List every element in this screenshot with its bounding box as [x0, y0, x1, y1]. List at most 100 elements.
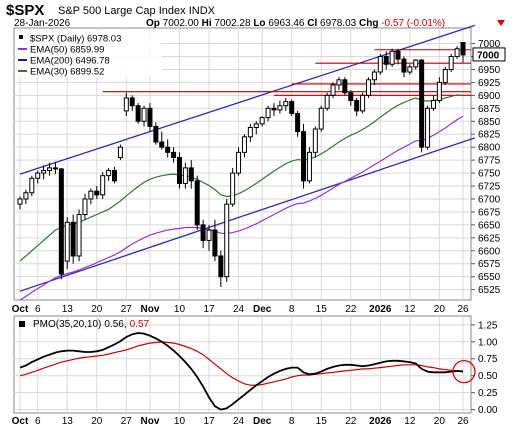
down-arrow-icon: [497, 20, 505, 26]
price-y-tick-label: 6900: [478, 91, 501, 102]
price-y-tick-label: 6775: [478, 156, 501, 167]
candle: [100, 172, 106, 199]
candle-body-up: [306, 151, 312, 182]
candle-body-down: [194, 180, 200, 226]
price-y-tick-label: 6725: [478, 182, 501, 193]
candle-body-up: [236, 151, 242, 174]
last-value-box: [472, 47, 506, 62]
candle: [194, 175, 200, 231]
candle-body-down: [383, 55, 389, 65]
candle-body-down: [159, 141, 165, 148]
price-y-tick-label: 6650: [478, 220, 501, 231]
candle-body-up: [41, 169, 47, 174]
price-x-tick-label: 2026: [369, 304, 392, 315]
pmo-x-tick-label: 6: [35, 416, 41, 427]
pmo-x-tick-label: 8: [289, 416, 295, 427]
pmo-x-tick-label: 12: [404, 416, 416, 427]
price-x-tick-label: 17: [203, 304, 215, 315]
candle: [47, 162, 53, 176]
price-x-tick-label: 6: [35, 304, 41, 315]
candle: [230, 167, 236, 207]
open-label: Op: [146, 18, 160, 29]
candle-body-up: [389, 50, 395, 65]
legend-entry: EMA(200) 6496.78: [30, 56, 110, 67]
legend-entry: $SPX (Daily) 6978.03: [30, 34, 121, 45]
candle: [354, 97, 360, 117]
low-value: 6963.46: [268, 18, 305, 29]
index-name: S&P 500 Large Cap Index INDX: [58, 5, 215, 17]
pmo-legend-marker: [19, 321, 25, 327]
pmo-highlight-circle: [452, 359, 476, 384]
candle: [17, 196, 23, 210]
candle: [218, 250, 224, 288]
candle-body-up: [224, 203, 230, 278]
candle: [407, 64, 413, 75]
candle-body-up: [35, 172, 41, 179]
price-x-tick-label: 20: [91, 304, 103, 315]
price-y-tick-label: 6800: [478, 143, 501, 154]
candle-body-up: [82, 198, 88, 216]
last-value-marker: 7000: [472, 47, 506, 62]
pmo-y-tick-label: 0.25: [478, 388, 498, 399]
candle: [129, 95, 135, 111]
candle: [389, 48, 395, 67]
ema30-line: [19, 94, 464, 262]
candle-body-down: [289, 101, 295, 114]
pmo-x-tick-label: 15: [316, 416, 328, 427]
channel-lower-line: [19, 137, 476, 292]
candle: [200, 219, 206, 249]
candle-body-up: [360, 94, 366, 112]
candle: [460, 42, 466, 63]
candle: [295, 110, 301, 137]
candle-body-up: [312, 128, 318, 153]
open-value: 7002.00: [162, 18, 199, 29]
candle-body-down: [70, 221, 76, 257]
candle-body-up: [230, 172, 236, 205]
price-y-tick-label: 6575: [478, 259, 501, 270]
price-x-tick-label: 15: [316, 304, 328, 315]
candle-body-down: [200, 224, 206, 241]
exchange-label: INDX: [188, 5, 215, 17]
candle: [425, 105, 431, 150]
high-label: Hi: [201, 18, 212, 29]
pmo-y-tick-label: 1.00: [478, 337, 498, 348]
pmo-y-tick-label: 1.25: [478, 320, 498, 331]
chart-date: 28-Jan-2026: [14, 18, 71, 29]
candle-body-up: [247, 126, 253, 138]
candle: [35, 170, 41, 184]
candle-body-up: [454, 48, 460, 57]
candle-body-down: [271, 107, 277, 111]
candle-body-up: [265, 107, 271, 119]
signal-line: [19, 341, 463, 386]
candle: [147, 103, 153, 132]
pmo-legend-part: PMO(35,20,10): [33, 319, 101, 330]
price-gridlines: [14, 28, 471, 300]
candle: [342, 77, 348, 96]
price-y-tick-label: 6875: [478, 104, 501, 115]
price-y-tick-label: 6750: [478, 169, 501, 180]
candle-body-down: [52, 167, 58, 170]
candle: [82, 193, 88, 220]
candle-body-up: [106, 169, 112, 177]
candle: [442, 66, 448, 85]
candle: [88, 188, 94, 205]
candle-body-up: [377, 55, 383, 73]
candle-body-down: [301, 131, 307, 182]
price-legend-bg: [16, 30, 162, 77]
candle: [436, 77, 442, 104]
candle-body-up: [117, 146, 123, 159]
pmo-x-tick-label: Dec: [253, 416, 272, 427]
legend-entry: EMA(30) 6899.52: [30, 67, 104, 78]
candle-body-up: [330, 84, 336, 96]
candle-body-down: [58, 168, 64, 275]
candle-body-down: [218, 255, 224, 278]
price-x-tick-label: Dec: [253, 304, 272, 315]
price-y-tick-label: 6950: [478, 65, 501, 76]
price-x-tick-label: 8: [289, 304, 295, 315]
candle: [206, 224, 212, 251]
candle-body-up: [241, 136, 247, 153]
candle-body-up: [413, 59, 419, 68]
